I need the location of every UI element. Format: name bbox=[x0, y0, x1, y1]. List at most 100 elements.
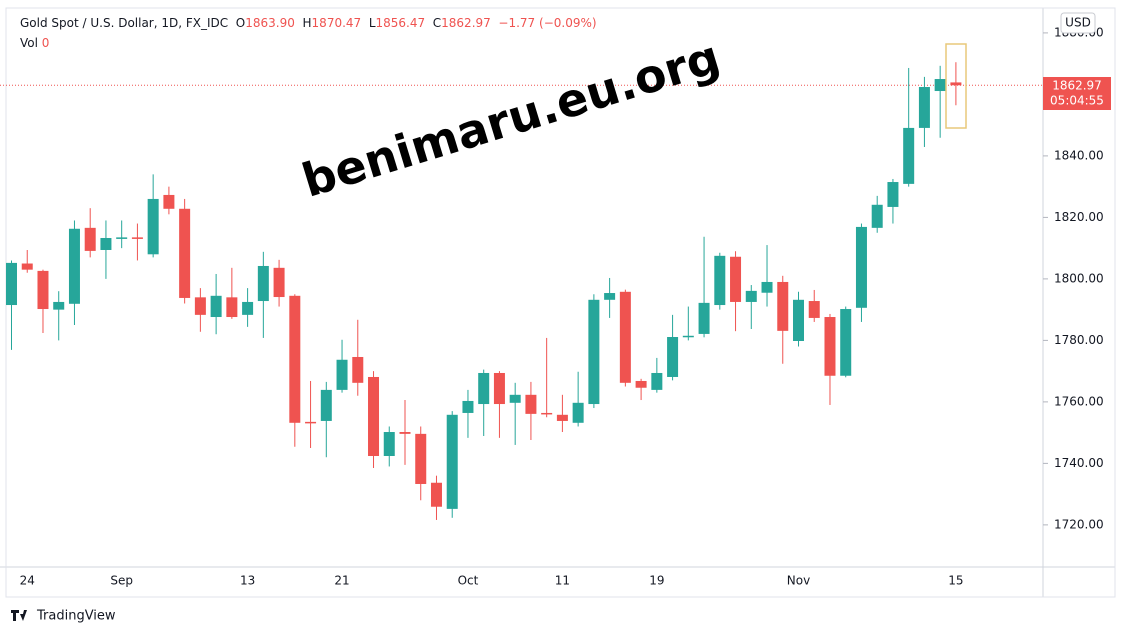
candle-body bbox=[257, 265, 269, 302]
x-tick-label: 11 bbox=[555, 574, 570, 588]
candle-body bbox=[446, 414, 458, 509]
candle-body bbox=[6, 262, 17, 306]
x-tick-label: 15 bbox=[948, 574, 963, 588]
x-tick-label: Oct bbox=[458, 574, 479, 588]
x-tick-label: 13 bbox=[240, 574, 255, 588]
y-tick-label: 1740.00 bbox=[1054, 456, 1104, 470]
candle-body bbox=[493, 372, 505, 405]
candle-body bbox=[556, 414, 568, 421]
candle-body bbox=[37, 270, 49, 310]
currency: USD bbox=[1065, 16, 1091, 30]
candle-body bbox=[289, 295, 301, 423]
y-tick-label: 1760.00 bbox=[1054, 394, 1104, 408]
candle-body bbox=[682, 335, 694, 338]
y-tick-label: 1780.00 bbox=[1054, 333, 1104, 347]
logo bbox=[11, 610, 27, 621]
candle-body bbox=[68, 228, 80, 304]
candle-body bbox=[430, 482, 442, 507]
candle-body bbox=[525, 394, 537, 414]
candle-body bbox=[824, 317, 836, 376]
candle-body bbox=[194, 297, 206, 315]
y-tick-label: 1720.00 bbox=[1054, 517, 1104, 531]
candle-body bbox=[163, 194, 175, 209]
candle-body bbox=[651, 372, 663, 390]
label: H bbox=[302, 16, 312, 30]
candle-body bbox=[273, 267, 285, 298]
value: 1862.97 bbox=[441, 16, 491, 30]
x-tick-label: 19 bbox=[649, 574, 664, 588]
candle-body bbox=[210, 295, 222, 318]
candle-body bbox=[777, 281, 789, 331]
candle-body bbox=[808, 301, 820, 318]
candle-body bbox=[619, 291, 631, 383]
candle-body bbox=[478, 372, 490, 405]
candle-body bbox=[336, 359, 348, 390]
volume-row: Vol 0 bbox=[20, 33, 597, 53]
legend: Gold Spot / U.S. Dollar, 1D, FX_IDC O186… bbox=[20, 13, 597, 53]
candle-body bbox=[116, 237, 128, 239]
candle-body bbox=[305, 421, 317, 424]
ohlc-row: Gold Spot / U.S. Dollar, 1D, FX_IDC O186… bbox=[20, 13, 597, 33]
candle-body bbox=[871, 204, 883, 228]
candle-body bbox=[179, 208, 191, 298]
currency-box[interactable] bbox=[1060, 12, 1096, 34]
candle-body bbox=[918, 87, 930, 128]
label: O bbox=[235, 16, 246, 30]
candle-body bbox=[84, 227, 96, 251]
candle-body bbox=[745, 290, 757, 302]
last-price: 1862.97 bbox=[1052, 79, 1102, 93]
change: −1.77 (−0.09%) bbox=[498, 16, 597, 30]
candle-body bbox=[541, 412, 553, 415]
candle-body bbox=[635, 380, 647, 388]
candle-body bbox=[147, 198, 159, 255]
value: 1870.47 bbox=[311, 16, 362, 30]
candle-body bbox=[21, 263, 33, 270]
candle-body bbox=[462, 400, 474, 413]
candle-body bbox=[53, 301, 65, 310]
candle-body bbox=[730, 256, 742, 302]
value: 1863.90 bbox=[245, 16, 295, 30]
candle-body bbox=[667, 337, 679, 377]
candle-body bbox=[572, 402, 584, 423]
highlight-box bbox=[945, 43, 967, 129]
candle-body bbox=[840, 309, 852, 376]
candle-body bbox=[399, 432, 411, 434]
value: 1856.47 bbox=[375, 16, 426, 30]
countdown: 05:04:55 bbox=[1050, 94, 1104, 108]
candle-body bbox=[934, 79, 946, 92]
candle-body bbox=[509, 394, 521, 403]
candle-body bbox=[604, 293, 616, 300]
price-label-box bbox=[1043, 77, 1111, 110]
candle-body bbox=[352, 356, 364, 383]
candle-body bbox=[100, 237, 112, 250]
label: C bbox=[432, 16, 442, 30]
candle-body bbox=[242, 301, 254, 315]
candle-body bbox=[131, 237, 143, 239]
candle-body bbox=[903, 127, 915, 184]
label: L bbox=[368, 16, 376, 30]
candle-body bbox=[887, 182, 899, 207]
y-tick-label: 1820.00 bbox=[1054, 210, 1104, 224]
candle-body bbox=[415, 433, 427, 484]
label: Vol bbox=[20, 36, 38, 50]
y-tick-label: 1840.00 bbox=[1054, 148, 1104, 162]
candle-body bbox=[588, 299, 600, 405]
x-tick-label: 21 bbox=[334, 574, 349, 588]
symbol: Gold Spot / U.S. Dollar, 1D, FX_IDC bbox=[20, 16, 229, 30]
branding[interactable]: TradingView bbox=[36, 609, 116, 624]
x-tick-label: Nov bbox=[787, 574, 810, 588]
candle-body bbox=[320, 389, 332, 421]
value: 0 bbox=[41, 36, 50, 50]
candle-body bbox=[793, 299, 804, 342]
candle-body bbox=[368, 376, 380, 456]
candle-body bbox=[383, 432, 395, 456]
candle-body bbox=[226, 297, 238, 318]
x-tick-label: Sep bbox=[110, 574, 133, 588]
candle-body bbox=[950, 82, 962, 86]
candle-body bbox=[855, 226, 867, 308]
candle-body bbox=[698, 302, 710, 334]
candle-body bbox=[761, 281, 773, 293]
x-tick-label: 24 bbox=[20, 574, 35, 588]
candle-body bbox=[714, 255, 726, 306]
